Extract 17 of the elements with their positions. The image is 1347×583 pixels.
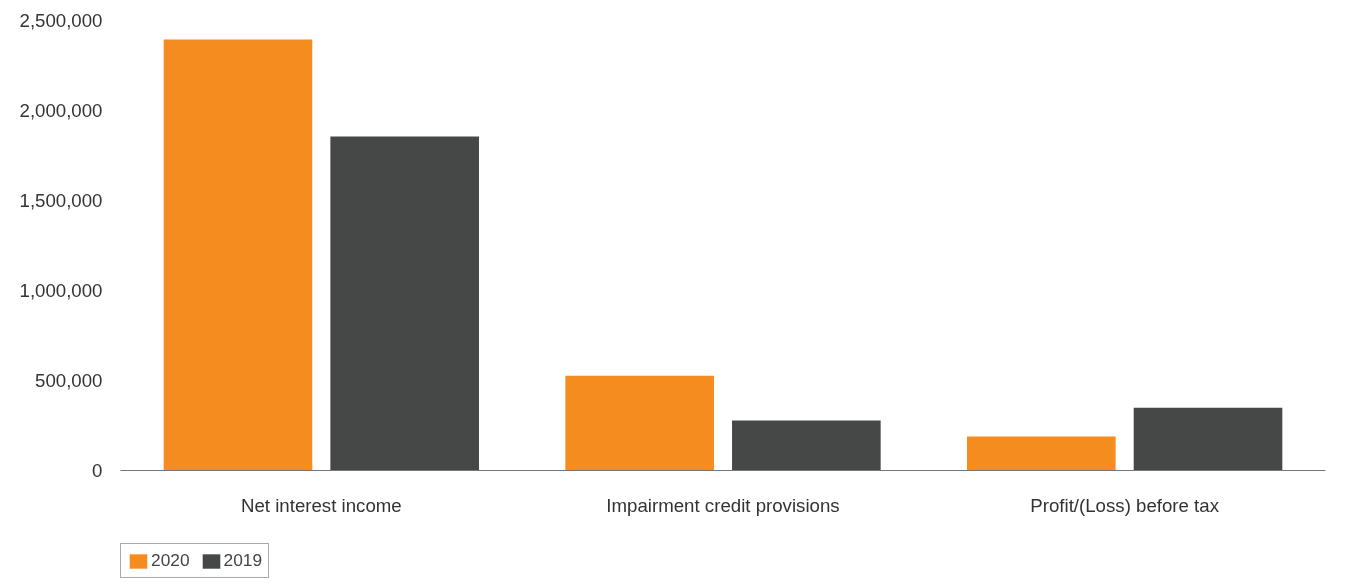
bar [1133, 407, 1283, 471]
y-tick-label: 2,500,000 [19, 10, 103, 31]
bar [330, 136, 479, 471]
bar [565, 375, 714, 471]
y-tick-label: 500,000 [35, 370, 103, 391]
x-tick-label: Profit/(Loss) before tax [1030, 494, 1220, 516]
bar [732, 420, 881, 471]
y-tick-label: 1,000,000 [19, 280, 103, 301]
x-tick-label: Impairment credit provisions [606, 494, 840, 516]
y-tick-label: 1,500,000 [19, 190, 103, 211]
x-tick-label: Net interest income [240, 494, 402, 516]
bar [163, 39, 313, 471]
y-tick-label: 0 [92, 460, 103, 481]
y-tick-label: 2,000,000 [19, 100, 103, 121]
legend-label: 2019 [223, 550, 263, 571]
bar [967, 436, 1116, 471]
legend-label: 2020 [151, 550, 190, 571]
